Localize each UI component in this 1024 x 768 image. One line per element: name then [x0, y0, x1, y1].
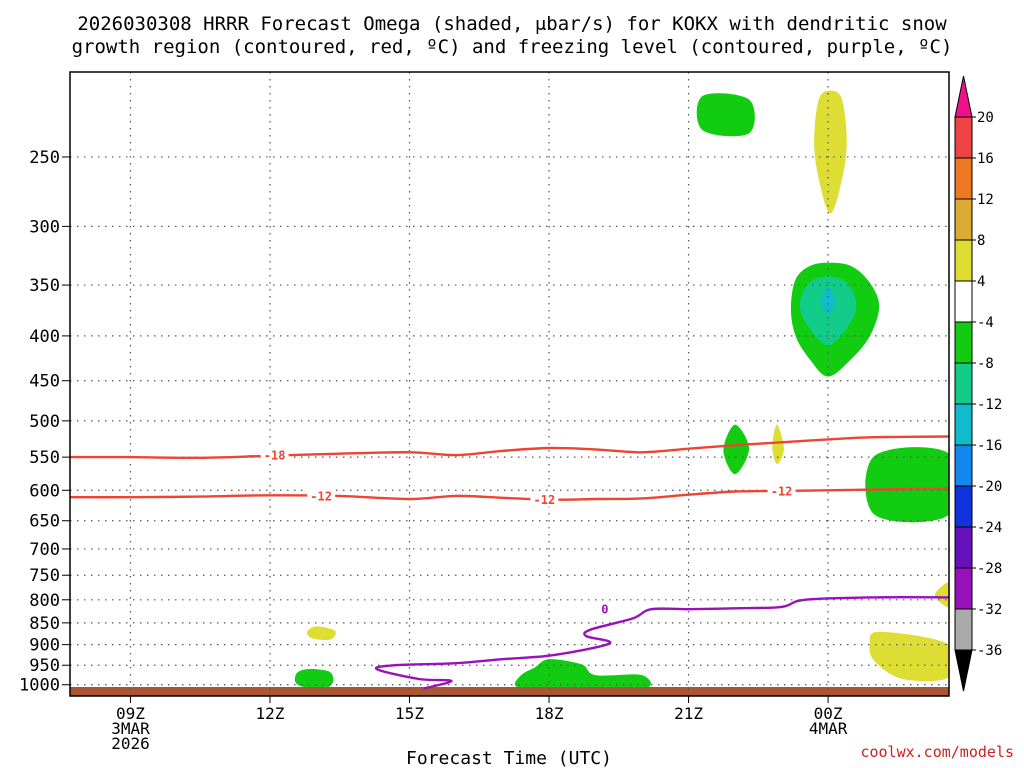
y-tick-label-450: 450: [29, 372, 60, 392]
colorbar-bin-0: [954, 75, 973, 118]
colorbar-bin-12: [954, 567, 973, 610]
colorbar-bin-1: [954, 116, 973, 159]
omega-region-10: [306, 626, 336, 641]
x-tick-label-3-0: 18Z: [535, 704, 564, 723]
omega-region-9: [935, 582, 949, 608]
omega-region-8: [865, 447, 949, 523]
colorbar-bin-7: [954, 362, 973, 405]
x-tick-label-0-1: 3MAR: [111, 719, 150, 738]
omega-region-11: [869, 631, 949, 682]
colorbar-bin-9: [954, 444, 973, 487]
colorbar-label-6: -8: [977, 356, 994, 372]
contour-label-0-0: 0: [601, 603, 608, 617]
y-tick-label-800: 800: [29, 591, 60, 611]
colorbar-label-4: 4: [977, 274, 985, 290]
contour-line--18: [70, 435, 949, 460]
y-tick-label-300: 300: [29, 217, 60, 237]
contour-label-bg-2-0: [590, 601, 619, 617]
contour-labels: -18 -12 -12 -12 0: [260, 447, 796, 617]
y-tick-label-750: 750: [29, 566, 60, 586]
contour-label--12-0: -12: [310, 489, 332, 503]
contour-line--12: [70, 487, 949, 501]
plot-frame: [69, 71, 950, 697]
temperature-contours: [70, 435, 949, 690]
y-tick-label-950: 950: [29, 656, 60, 676]
x-tick-label-0-0: 09Z: [116, 704, 145, 723]
ground-surface-bar: [70, 687, 949, 696]
omega-region-7: [772, 424, 784, 465]
x-tick-label-1-0: 12Z: [256, 704, 285, 723]
y-tick-label-1000: 1000: [19, 676, 60, 696]
contour-label-bg-0-0: [260, 447, 289, 463]
colorbar-bin-11: [954, 526, 973, 569]
contour-line-0: [374, 596, 949, 690]
y-tick-label-700: 700: [29, 540, 60, 560]
y-tick-label-850: 850: [29, 614, 60, 634]
colorbar-bin-14: [954, 649, 973, 692]
colorbar-label-1: 16: [977, 151, 994, 167]
colorbar-bin-6: [954, 321, 973, 364]
x-tick-label-5-0: 00Z: [814, 704, 843, 723]
colorbar-label-7: -12: [977, 397, 1002, 413]
colorbar-label-9: -20: [977, 479, 1002, 495]
x-tick-label-0-2: 2026: [111, 734, 150, 753]
omega-region-1: [696, 93, 755, 137]
contour-label-bg-1-2: [767, 482, 796, 498]
omega-region-6: [723, 424, 749, 475]
site-credit: coolwx.com/models: [860, 743, 1014, 761]
y-tick-label-350: 350: [29, 276, 60, 296]
y-tick-label-500: 500: [29, 412, 60, 432]
contour-label--12-2: -12: [771, 484, 793, 498]
omega-region-13: [514, 659, 652, 691]
pressure-axis: 2503003504004505005506006507007508008509…: [19, 148, 70, 696]
omega-region-5: [821, 287, 836, 315]
colorbar-bin-5: [954, 280, 973, 323]
y-tick-label-550: 550: [29, 448, 60, 468]
y-tick-label-900: 900: [29, 636, 60, 656]
colorbar-label-3: 8: [977, 233, 985, 249]
colorbar-label-13: -36: [977, 643, 1002, 659]
colorbar-label-2: 12: [977, 192, 994, 208]
colorbar-label-11: -28: [977, 561, 1002, 577]
contour-label--18-0: -18: [264, 449, 286, 463]
colorbar-label-12: -32: [977, 602, 1002, 618]
x-axis-title: Forecast Time (UTC): [406, 748, 612, 768]
y-tick-label-650: 650: [29, 512, 60, 532]
colorbar-label-0: 20: [977, 110, 994, 126]
colorbar-bin-4: [954, 239, 973, 282]
omega-region-12: [294, 669, 334, 690]
colorbar-bin-3: [954, 198, 973, 241]
y-tick-label-600: 600: [29, 481, 60, 501]
chart-title-line-2: growth region (contoured, red, ºC) and f…: [72, 36, 953, 58]
omega-shading-layer: [294, 90, 949, 691]
colorbar-label-10: -24: [977, 520, 1002, 536]
colorbar-bin-2: [954, 157, 973, 200]
colorbar-label-5: -4: [977, 315, 994, 331]
colorbar-label-8: -16: [977, 438, 1002, 454]
contour-label-bg-1-1: [530, 491, 559, 507]
omega-region-2: [814, 90, 847, 214]
contour-label-bg-1-0: [307, 487, 336, 503]
colorbar-bin-10: [954, 485, 973, 528]
y-tick-label-400: 400: [29, 327, 60, 347]
colorbar-bin-8: [954, 403, 973, 446]
omega-colorbar: 20 16 12 8 4 -4 -8 -12 -16 -20 -24 -28 -32 -36: [954, 75, 1002, 692]
contour-label--12-1: -12: [534, 493, 556, 507]
x-tick-label-5-1: 4MAR: [809, 719, 848, 738]
x-tick-label-4-0: 21Z: [674, 704, 703, 723]
y-tick-label-250: 250: [29, 148, 60, 168]
chart-title-line-1: 2026030308 HRRR Forecast Omega (shaded, …: [77, 13, 947, 35]
colorbar-bin-13: [954, 608, 973, 651]
x-tick-label-2-0: 15Z: [395, 704, 424, 723]
